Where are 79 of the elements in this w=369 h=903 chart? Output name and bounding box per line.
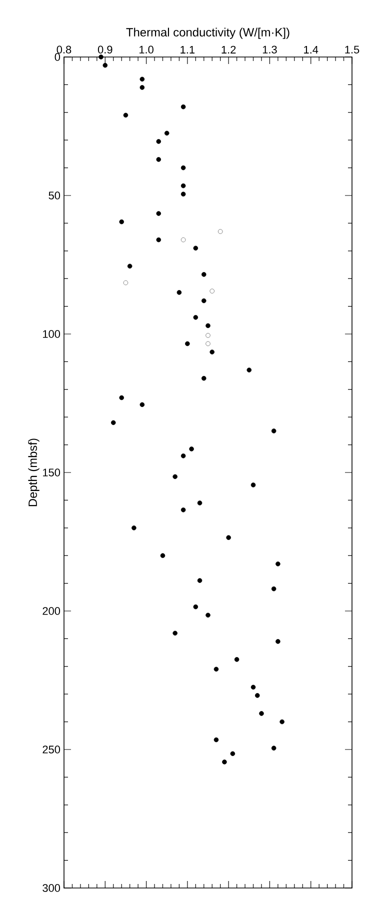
point bbox=[180, 453, 186, 458]
point bbox=[201, 376, 206, 381]
point bbox=[164, 130, 170, 136]
point bbox=[127, 264, 132, 269]
point bbox=[197, 578, 202, 583]
point bbox=[250, 684, 256, 690]
point bbox=[214, 737, 219, 742]
point bbox=[123, 112, 128, 118]
point bbox=[180, 165, 186, 170]
point bbox=[176, 290, 182, 295]
point bbox=[210, 350, 215, 354]
point bbox=[206, 612, 210, 618]
point bbox=[201, 272, 206, 277]
point bbox=[271, 746, 276, 751]
point bbox=[280, 719, 284, 724]
x-tick-label: 1.5 bbox=[345, 46, 360, 54]
point bbox=[254, 693, 260, 698]
x-tick-label: 0.9 bbox=[98, 46, 112, 54]
point bbox=[271, 586, 276, 592]
point bbox=[140, 76, 145, 82]
x-tick-label: 1.2 bbox=[222, 46, 236, 54]
y-tick-label: 150 bbox=[43, 468, 60, 476]
point bbox=[206, 341, 210, 346]
point bbox=[214, 666, 219, 672]
y-axis-title: Depth (mbsf) bbox=[28, 438, 40, 506]
point bbox=[156, 211, 162, 216]
point bbox=[160, 553, 166, 558]
point bbox=[140, 402, 145, 408]
point bbox=[222, 760, 227, 764]
point bbox=[172, 474, 178, 480]
point bbox=[193, 604, 198, 610]
point bbox=[226, 535, 231, 540]
point bbox=[119, 395, 124, 400]
point bbox=[140, 85, 145, 90]
x-tick-label: 1.0 bbox=[139, 46, 154, 54]
x-tick-label: 1.3 bbox=[262, 46, 277, 54]
point bbox=[185, 341, 190, 346]
point bbox=[123, 280, 128, 286]
point bbox=[246, 368, 252, 372]
point bbox=[156, 237, 162, 242]
point bbox=[197, 500, 202, 506]
point bbox=[230, 751, 236, 756]
point bbox=[206, 332, 210, 338]
point bbox=[276, 639, 280, 644]
point bbox=[250, 482, 256, 488]
point bbox=[210, 288, 215, 294]
point bbox=[180, 183, 186, 188]
point bbox=[180, 237, 186, 242]
point bbox=[206, 323, 210, 328]
y-tick-label: 200 bbox=[42, 607, 60, 615]
point bbox=[132, 526, 136, 530]
point bbox=[110, 420, 116, 426]
point bbox=[156, 139, 162, 144]
point bbox=[180, 508, 186, 512]
point bbox=[180, 104, 186, 110]
point bbox=[234, 657, 240, 662]
point bbox=[259, 711, 264, 716]
point bbox=[276, 562, 280, 566]
y-tick-label: 250 bbox=[42, 746, 60, 754]
point bbox=[98, 54, 104, 60]
x-axis-title: Thermal conductivity (W/[m·K]) bbox=[126, 28, 290, 39]
point bbox=[193, 314, 198, 320]
point bbox=[193, 246, 198, 251]
x-tick-label: 1.1 bbox=[180, 46, 195, 54]
x-tick-label: 0.8 bbox=[56, 46, 72, 54]
x-tick-label: 1.4 bbox=[304, 46, 318, 54]
point bbox=[156, 157, 162, 162]
point bbox=[271, 428, 276, 434]
y-tick-label: 100 bbox=[43, 330, 60, 338]
point bbox=[218, 229, 223, 234]
point bbox=[102, 62, 108, 68]
point bbox=[119, 219, 124, 224]
point bbox=[180, 192, 186, 197]
point bbox=[172, 630, 178, 636]
point bbox=[189, 446, 194, 452]
y-tick-label: 50 bbox=[48, 192, 60, 200]
y-tick-label: 300 bbox=[42, 884, 60, 892]
y-tick-label: 0 bbox=[54, 53, 60, 61]
point bbox=[201, 298, 206, 304]
